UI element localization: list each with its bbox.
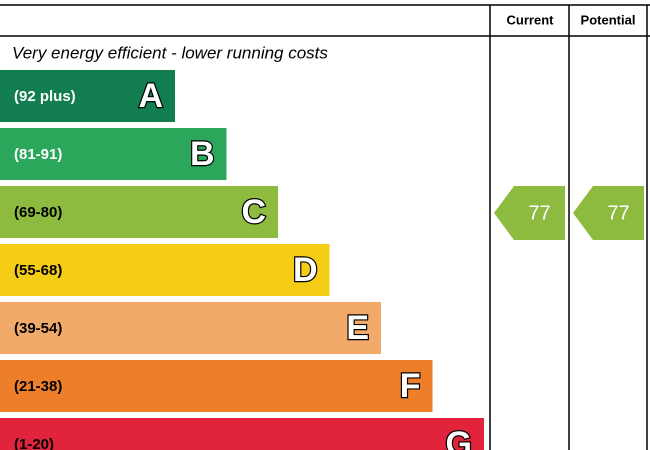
potential-header: Potential	[581, 12, 636, 27]
band-bar	[0, 302, 381, 354]
band-bar	[0, 360, 433, 412]
band-range: (21-38)	[14, 378, 62, 395]
current-value: 77	[528, 202, 550, 224]
band-bar	[0, 244, 330, 296]
band-range: (92 plus)	[14, 88, 76, 105]
potential-value: 77	[607, 202, 629, 224]
band-letter: D	[293, 251, 318, 289]
band-letter: A	[138, 77, 163, 115]
band-range: (69-80)	[14, 204, 62, 221]
band-letter: E	[346, 309, 369, 347]
band-letter: G	[446, 425, 472, 450]
band-range: (39-54)	[14, 320, 62, 337]
band-letter: C	[241, 193, 266, 231]
band-bar	[0, 128, 227, 180]
potential-arrow	[573, 186, 644, 240]
current-arrow	[494, 186, 565, 240]
band-range: (1-20)	[14, 436, 54, 450]
band-bar	[0, 418, 484, 450]
band-range: (81-91)	[14, 146, 62, 163]
band-letter: F	[400, 367, 421, 405]
current-header: Current	[507, 12, 555, 27]
band-range: (55-68)	[14, 262, 62, 279]
band-bar	[0, 70, 175, 122]
subtitle: Very energy efficient - lower running co…	[12, 43, 328, 62]
band-bar	[0, 186, 278, 238]
band-letter: B	[190, 135, 215, 173]
